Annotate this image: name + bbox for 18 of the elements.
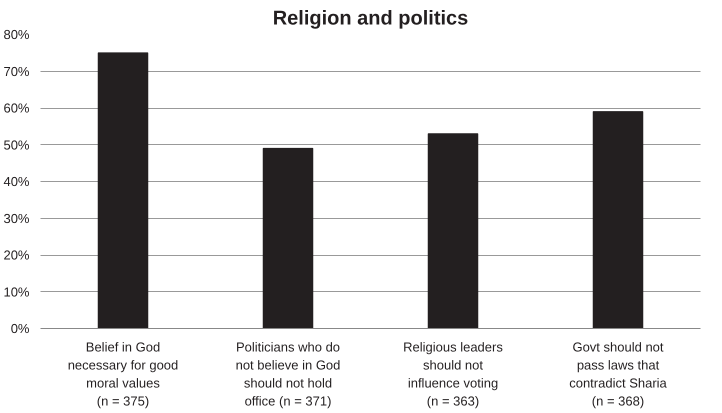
y-tick-label: 30% bbox=[3, 210, 30, 226]
y-tick-label: 10% bbox=[3, 284, 30, 300]
bar bbox=[592, 111, 644, 328]
y-tick-label: 80% bbox=[3, 27, 30, 42]
y-tick-label: 60% bbox=[3, 100, 30, 116]
x-tick-label: Belief in God necessary for good moral values (n = 375) bbox=[68, 340, 178, 408]
y-tick-label: 0% bbox=[10, 321, 30, 336]
bar bbox=[98, 52, 148, 328]
x-tick-label: Govt should not pass laws that contradict Sharia (n = 368) bbox=[569, 340, 668, 408]
bar bbox=[428, 133, 478, 328]
chart-title: Religion and politics bbox=[272, 8, 468, 30]
x-tick-label: Politicians who do not believe in God should not hold office (n = 371) bbox=[236, 340, 340, 408]
y-tick-label: 20% bbox=[3, 248, 30, 262]
bar bbox=[262, 148, 314, 328]
y-tick-label: 70% bbox=[3, 64, 30, 79]
y-tick-label: 40% bbox=[3, 174, 30, 189]
y-tick-label: 50% bbox=[3, 137, 30, 152]
x-tick-label: Religious leaders should not influence voting (n = 363) bbox=[403, 340, 504, 408]
